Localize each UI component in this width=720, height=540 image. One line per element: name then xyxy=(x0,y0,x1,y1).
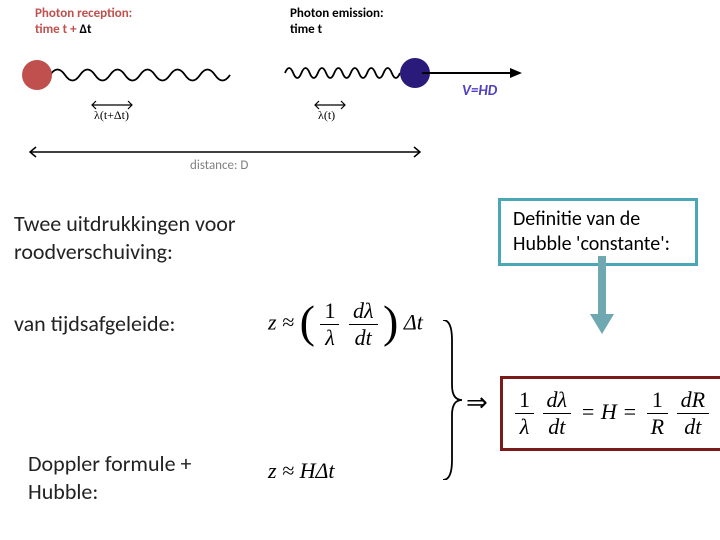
brace-icon xyxy=(438,320,468,480)
formula-z-tijd: z ≈ ( 1λ dλdt ) Δt xyxy=(268,298,423,351)
hubble-diagram: Photon reception: time t + Δt Photon emi… xyxy=(0,0,720,175)
doppler-hubble: Doppler formule + Hubble: xyxy=(28,450,208,505)
twee-uitdrukkingen: Twee uitdrukkingen voor roodverschuiving… xyxy=(14,210,274,265)
lambda-emission: λ(t) xyxy=(318,108,335,123)
implies-symbol: ⇒ xyxy=(466,388,488,418)
distance-label: distance: D xyxy=(190,158,248,173)
formula-z-doppler: z ≈ HΔt xyxy=(268,458,335,484)
lambda-reception: λ(t+Δt) xyxy=(94,108,129,123)
result-box: 1λ dλdt = H = 1R dRdt xyxy=(500,376,720,451)
definitie-text: Definitie van de Hubble 'constante': xyxy=(513,207,670,256)
velocity-label: V=HD xyxy=(462,82,497,100)
arrow-down-icon xyxy=(590,256,614,334)
van-tijdsafgeleide: van tijdsafgeleide: xyxy=(14,310,175,338)
